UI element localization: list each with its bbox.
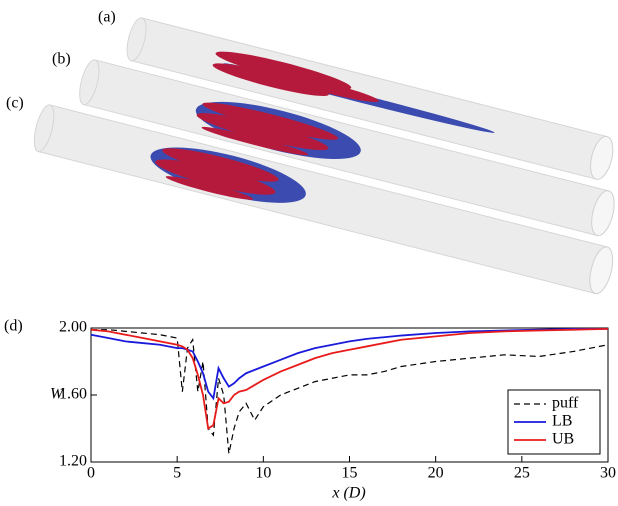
x-tick-label: 15 [342, 465, 358, 482]
series-line [90, 327, 609, 431]
pipe-c [33, 104, 614, 295]
panel-label: (a) [98, 9, 116, 26]
legend-label: puff [552, 395, 579, 412]
y-axis-label: W [50, 386, 65, 403]
legend-label: UB [552, 431, 574, 448]
series-line [90, 327, 608, 401]
x-tick-label: 0 [87, 465, 95, 482]
x-axis-label: x (D) [331, 485, 365, 502]
panel-label: (d) [4, 318, 23, 335]
series-line [91, 329, 609, 454]
y-tick-label: 2.00 [59, 319, 87, 336]
x-tick-label: 30 [600, 465, 616, 482]
y-tick-label: 1.60 [59, 386, 87, 403]
x-tick-label: 20 [428, 465, 444, 482]
legend-label: LB [552, 413, 572, 430]
pipe-a [126, 17, 614, 180]
panel-label: (b) [52, 51, 71, 68]
panel-label: (c) [6, 95, 24, 112]
x-tick-label: 10 [255, 465, 271, 482]
x-tick-label: 25 [514, 465, 530, 482]
pipe-b [79, 59, 615, 237]
y-tick-label: 1.20 [59, 453, 87, 470]
x-tick-label: 5 [173, 465, 181, 482]
